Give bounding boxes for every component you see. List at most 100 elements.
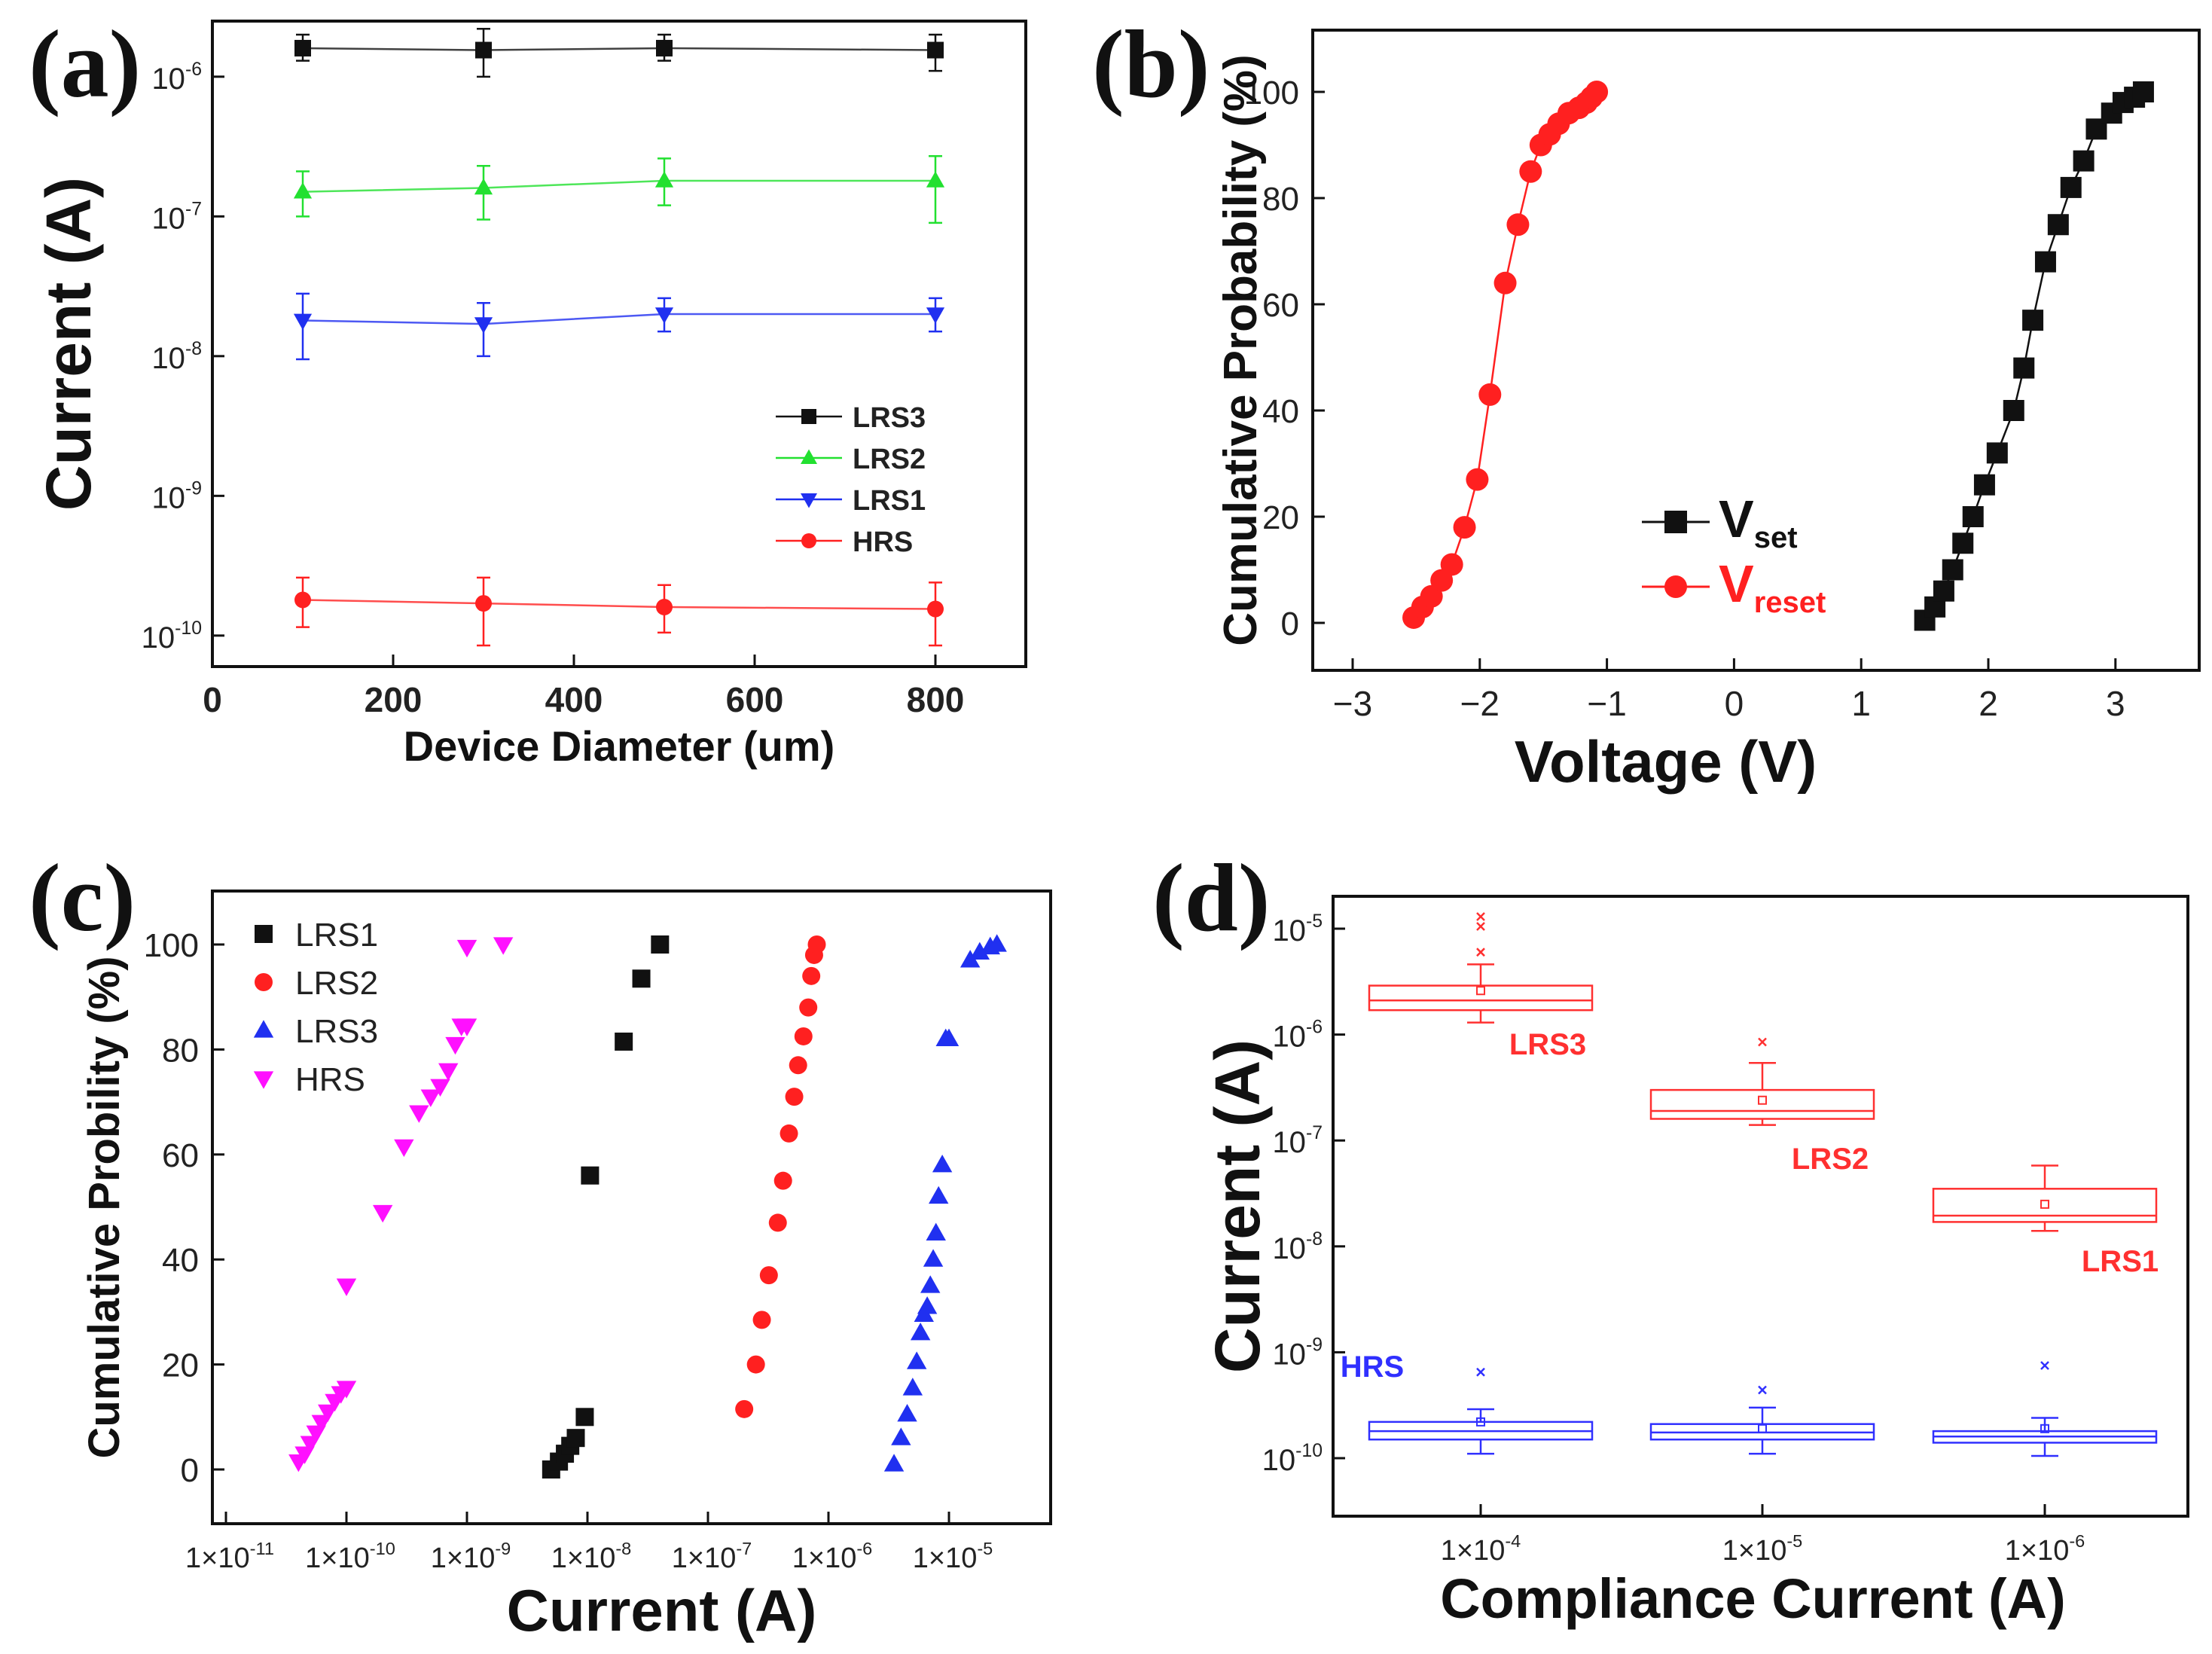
data-point	[932, 1154, 953, 1173]
x-tick-label: 1×10-11	[185, 1539, 274, 1574]
data-point	[938, 1028, 960, 1047]
mean-marker	[2040, 1424, 2049, 1433]
y-tick-label-exp: -9	[1306, 1335, 1323, 1355]
y-tick-label-exp: -8	[1306, 1229, 1323, 1250]
data-point	[1933, 580, 1954, 602]
x-tick-label: 1×10-6	[2005, 1531, 2085, 1567]
legend-marker	[801, 533, 816, 548]
x-tick-label-exp: -10	[370, 1539, 395, 1558]
data-point	[927, 600, 944, 618]
x-tick-label-base: 1×10	[1441, 1535, 1506, 1567]
y-tick-label: 10-8	[1272, 1229, 1323, 1265]
data-point	[654, 307, 674, 324]
data-point	[475, 595, 492, 612]
data-point	[1493, 271, 1517, 294]
legend-marker	[1664, 575, 1687, 598]
data-point	[735, 1399, 754, 1418]
data-point	[294, 39, 311, 56]
data-point	[2022, 310, 2044, 331]
legend-label: HRS	[295, 1061, 365, 1098]
x-tick-label-exp: -9	[495, 1539, 511, 1558]
y-tick-label-base: 10	[1272, 1338, 1306, 1371]
plot-frame	[1311, 29, 2201, 672]
panel-letter-a: (a)	[29, 11, 141, 117]
legend-label: LRS2	[295, 965, 378, 1002]
y-tick-label: 20	[162, 1347, 199, 1384]
series-line	[1413, 91, 1597, 618]
data-point	[927, 41, 944, 59]
series-line	[302, 179, 935, 193]
y-tick-label: 10-7	[151, 199, 202, 235]
mean-marker	[1758, 1095, 1767, 1105]
y-tick-label: 10-10	[142, 618, 202, 655]
data-point	[456, 1018, 477, 1036]
data-point	[566, 1429, 585, 1448]
y-tick-label: 10-7	[1272, 1123, 1323, 1159]
data-point	[336, 1278, 357, 1296]
series-line	[302, 47, 936, 51]
data-point	[575, 1408, 594, 1427]
y-axis-title: Cumulative Probability (%)	[1215, 54, 1267, 645]
x-tick-label: 600	[726, 680, 784, 719]
y-axis-title: Current (A)	[1202, 1039, 1273, 1373]
data-point	[917, 1296, 938, 1314]
x-tick-label-base: 1×10	[551, 1543, 616, 1574]
plot-frame	[211, 20, 1027, 668]
x-tick-label: 1×10-5	[913, 1539, 993, 1574]
data-point	[759, 1266, 778, 1285]
data-point	[2013, 357, 2035, 379]
y-tick-label: 0	[181, 1452, 199, 1489]
panel-letter-c: (c)	[29, 844, 136, 951]
x-tick-label: 200	[365, 680, 423, 719]
y-tick-label-exp: -9	[185, 478, 202, 499]
y-tick-label-exp: -7	[1306, 1123, 1323, 1143]
data-point	[581, 1166, 600, 1185]
data-point	[1585, 81, 1609, 103]
legend-label: LRS1	[853, 485, 926, 517]
legend-label: LRS2	[853, 444, 926, 475]
data-point	[1942, 559, 1963, 581]
x-tick-label: 3	[2106, 684, 2125, 723]
data-point	[2003, 400, 2024, 421]
data-point	[987, 934, 1007, 952]
plot-frame	[1332, 895, 2189, 1518]
data-point	[1440, 553, 1463, 576]
y-tick-label-base: 10	[1272, 914, 1306, 948]
y-tick-label: 10-9	[151, 478, 202, 514]
outlier	[2040, 1361, 2049, 1370]
data-point	[294, 591, 311, 609]
legend-label-base: V	[1719, 490, 1754, 548]
x-tick-label-exp: -8	[615, 1539, 631, 1558]
data-point	[1973, 474, 1995, 496]
data-point	[1986, 442, 2008, 464]
data-point	[372, 1204, 393, 1223]
x-tick-label-exp: -5	[1786, 1531, 1802, 1551]
x-tick-label-base: 1×10	[305, 1543, 370, 1574]
outlier	[1476, 948, 1485, 957]
x-tick-label-exp: -6	[856, 1539, 872, 1558]
data-point	[780, 1124, 798, 1143]
x-tick-label: 1	[1851, 684, 1871, 723]
mean-marker	[1758, 1424, 1767, 1433]
x-tick-label: 1×10-10	[305, 1539, 395, 1574]
data-point	[654, 171, 674, 188]
data-point	[969, 941, 990, 960]
x-tick-label: 400	[545, 680, 603, 719]
x-tick-label: 1×10-5	[1722, 1531, 1803, 1567]
data-point	[336, 1381, 357, 1399]
y-tick-label: 10-5	[1272, 911, 1323, 948]
y-tick-label-exp: -5	[1306, 911, 1323, 932]
data-point	[430, 1079, 450, 1097]
data-point	[920, 1275, 941, 1293]
x-tick-label: 1×10-9	[431, 1539, 511, 1574]
data-point	[445, 1036, 465, 1055]
data-point	[394, 1139, 414, 1158]
legend-marker	[253, 1071, 274, 1089]
data-point	[773, 1171, 792, 1190]
chart-panel-d: 1×10-4 1×10-5 1×10-610-1010-910-810-710-61…	[1202, 895, 2189, 1630]
y-tick-label: 100	[144, 927, 199, 964]
box-label: LRS2	[1792, 1143, 1869, 1176]
y-tick-label: 80	[162, 1032, 199, 1069]
y-tick-label-base: 10	[1272, 1232, 1306, 1265]
data-point	[891, 1427, 911, 1445]
